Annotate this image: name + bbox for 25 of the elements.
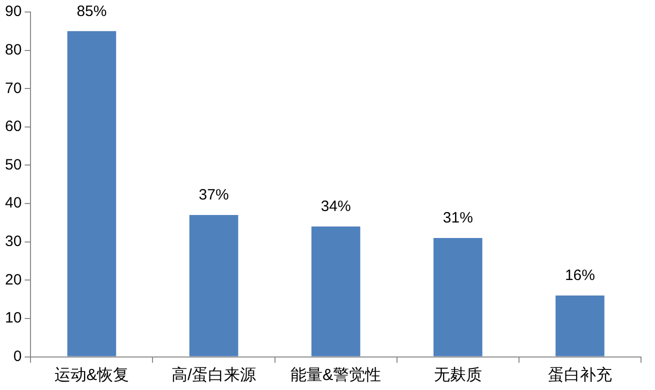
bar xyxy=(556,296,604,356)
bar xyxy=(311,226,360,356)
x-tick-label: 运动&恢复 xyxy=(54,366,130,384)
y-tick-label: 30 xyxy=(4,233,22,250)
y-tick-label: 0 xyxy=(13,348,22,365)
data-label: 16% xyxy=(564,267,595,284)
y-tick-label: 40 xyxy=(4,194,22,212)
x-tick-label: 高/蛋白来源 xyxy=(172,366,256,384)
data-label: 37% xyxy=(198,186,229,204)
y-tick-label: 50 xyxy=(4,156,22,174)
y-tick-label: 80 xyxy=(4,41,22,58)
y-tick-label: 10 xyxy=(4,310,22,327)
bar xyxy=(433,238,482,356)
x-tick-label: 蛋白补充 xyxy=(548,366,612,384)
data-label: 31% xyxy=(442,210,473,227)
bar xyxy=(189,215,238,356)
data-label: 85% xyxy=(76,2,107,20)
y-tick-label: 90 xyxy=(4,3,22,20)
y-tick-label: 70 xyxy=(4,80,22,97)
x-tick-label: 能量&警觉性 xyxy=(290,366,382,384)
x-tick-label: 无麸质 xyxy=(434,366,482,384)
bar xyxy=(67,31,116,356)
y-tick-label: 60 xyxy=(4,118,22,136)
y-tick-label: 20 xyxy=(4,271,22,288)
data-label: 34% xyxy=(320,198,351,216)
